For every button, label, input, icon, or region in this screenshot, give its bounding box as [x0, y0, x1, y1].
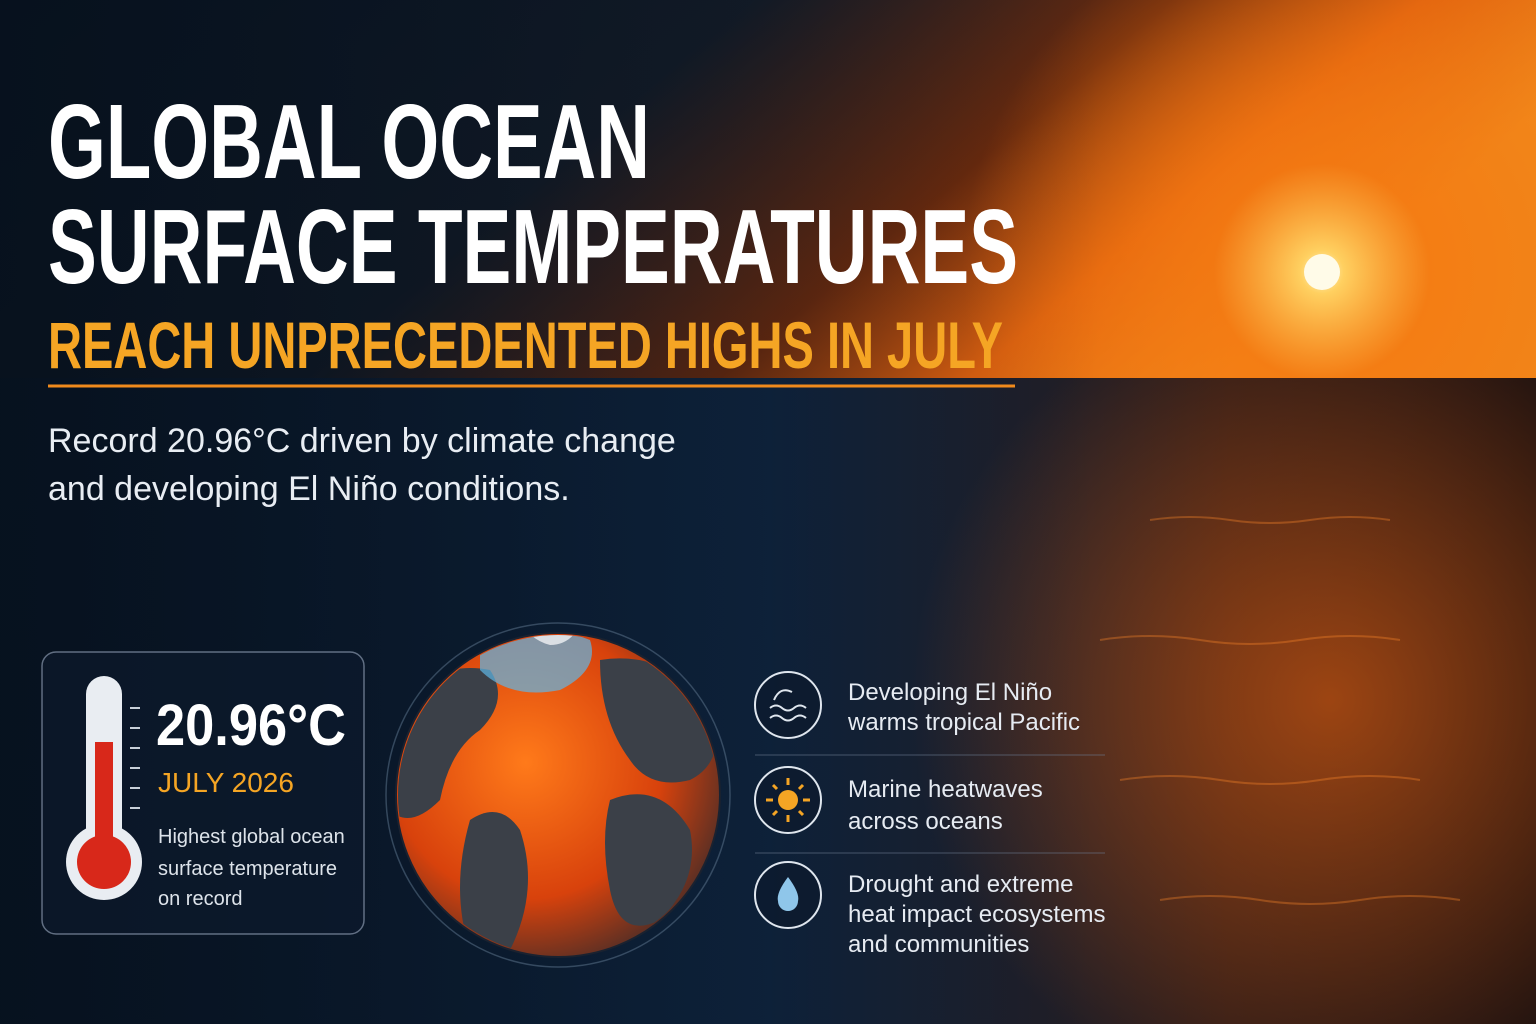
impact-text: Drought and extreme	[848, 871, 1073, 898]
impact-text: across oceans	[848, 808, 1003, 835]
stat-caption: surface temperature	[158, 858, 337, 880]
impact-text: warms tropical Pacific	[847, 709, 1080, 736]
impact-text: and communities	[848, 931, 1029, 958]
title-line: SURFACE TEMPERATURES	[48, 188, 1018, 306]
thermometer	[66, 676, 142, 900]
description: and developing El Niño conditions.	[48, 470, 570, 508]
impact-text: Developing El Niño	[848, 679, 1052, 706]
impact-icons	[754, 671, 1105, 929]
waves	[1099, 516, 1461, 905]
subtitle: REACH UNPRECEDENTED HIGHS IN JULY	[48, 308, 1003, 382]
title-line: GLOBAL OCEAN	[48, 83, 650, 201]
description: Record 20.96°C driven by climate change	[48, 422, 676, 460]
sun	[1304, 254, 1340, 290]
stat-caption: on record	[158, 888, 243, 910]
stat-value: 20.96°C	[156, 693, 346, 758]
impact-text: Marine heatwaves	[848, 776, 1043, 803]
impact-text: heat impact ecosystems	[848, 901, 1105, 928]
stat-date: JULY 2026	[158, 767, 294, 798]
stat-caption: Highest global ocean	[158, 826, 345, 848]
